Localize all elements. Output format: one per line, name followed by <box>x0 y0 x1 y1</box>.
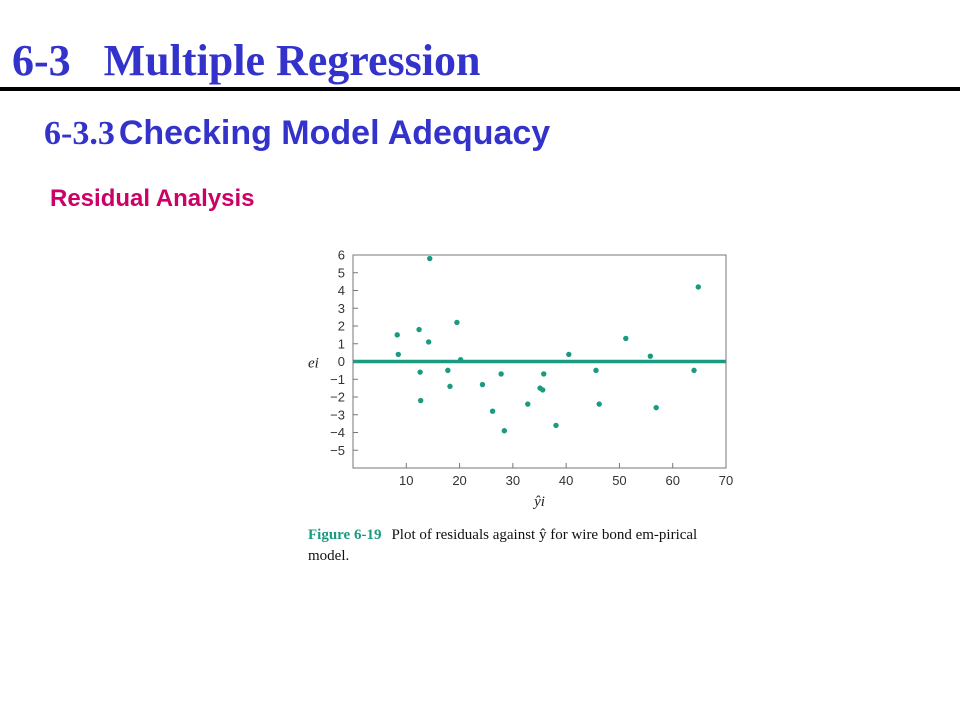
y-tick-label: 4 <box>338 283 345 298</box>
section-title: Checking Model Adequacy <box>118 114 551 152</box>
data-point <box>691 367 697 374</box>
data-point <box>539 387 546 393</box>
section-number: 6-3.3 <box>44 115 115 152</box>
title-divider <box>0 87 960 91</box>
y-tick-label: 5 <box>338 265 345 280</box>
y-tick-label: 6 <box>338 248 345 263</box>
data-points <box>394 255 701 434</box>
data-point <box>394 332 400 338</box>
data-point <box>457 357 464 363</box>
y-tick-label: −2 <box>330 390 345 405</box>
section-heading: 6-3.3 Checking Model Adequacy <box>44 114 550 153</box>
data-point <box>395 351 401 358</box>
data-point <box>623 335 629 342</box>
data-point <box>454 319 460 326</box>
data-point <box>593 367 599 374</box>
y-tick-label: −4 <box>330 425 345 440</box>
data-point <box>541 371 547 377</box>
x-axis-ticks: 10 20 30 40 50 60 70 <box>399 463 733 488</box>
figure-label: Figure 6-19 <box>308 527 382 543</box>
data-point <box>498 371 504 377</box>
figure-caption-text: Plot of residuals against ŷ for wire bon… <box>308 527 698 564</box>
x-tick-label: 20 <box>452 473 466 488</box>
y-axis-label: ei <box>308 356 319 372</box>
data-point <box>647 353 654 359</box>
x-tick-label: 30 <box>506 473 520 488</box>
subsection-label: Residual Analysis <box>50 185 255 212</box>
data-point <box>695 284 701 290</box>
data-point <box>425 339 432 345</box>
data-point <box>501 428 508 434</box>
data-point <box>445 367 451 374</box>
y-tick-label: −1 <box>330 372 345 387</box>
x-axis-label: ŷi <box>532 494 545 510</box>
data-point <box>566 351 572 358</box>
x-tick-label: 10 <box>399 473 413 488</box>
y-tick-label: 0 <box>338 354 345 369</box>
page-title: 6-3 Multiple Regression <box>12 36 481 85</box>
y-tick-label: 1 <box>338 336 345 351</box>
data-point <box>417 369 423 375</box>
data-point <box>596 401 602 407</box>
x-tick-label: 40 <box>559 473 573 488</box>
data-point <box>653 404 659 411</box>
figure-caption: Figure 6-19 Plot of residuals against ŷ f… <box>308 525 728 567</box>
data-point <box>427 255 433 262</box>
data-point <box>447 383 453 390</box>
y-tick-label: −3 <box>330 407 345 422</box>
y-tick-label: 3 <box>338 301 345 316</box>
y-tick-label: 2 <box>338 319 345 334</box>
data-point <box>553 422 559 429</box>
data-point <box>417 397 424 404</box>
x-tick-label: 50 <box>612 473 626 488</box>
data-point <box>489 408 496 414</box>
x-tick-label: 70 <box>719 473 733 488</box>
data-point <box>525 401 531 407</box>
y-tick-label: −5 <box>330 443 345 458</box>
data-point <box>479 381 486 388</box>
x-tick-label: 60 <box>665 473 679 488</box>
y-axis-ticks: 6 5 4 3 2 1 0 −1 −2 −3 −4 −5 <box>330 248 358 458</box>
data-point <box>416 326 422 333</box>
